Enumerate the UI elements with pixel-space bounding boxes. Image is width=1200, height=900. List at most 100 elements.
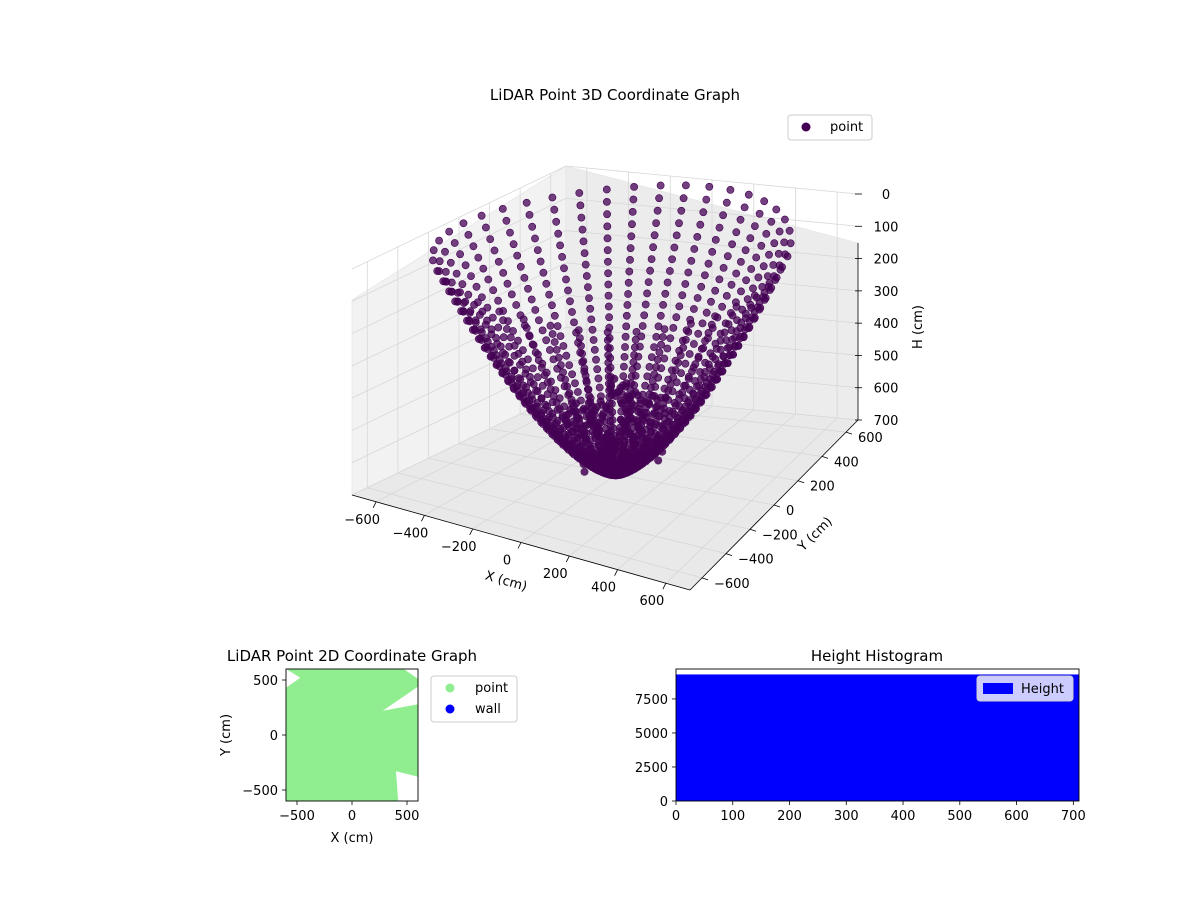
scatter-point-3d	[752, 253, 761, 262]
scatter-point-3d	[699, 208, 708, 217]
scatter-point-3d	[538, 326, 547, 335]
chart-3d-title: LiDAR Point 3D Coordinate Graph	[490, 86, 740, 104]
scatter-point-3d	[732, 302, 741, 311]
scatter-point-3d	[560, 430, 569, 439]
scatter-point-3d	[624, 395, 633, 404]
scatter-point-3d	[759, 262, 768, 271]
y-tick-3d	[701, 577, 709, 581]
scatter-point-3d	[664, 386, 673, 395]
scatter-point-3d	[621, 382, 630, 391]
scatter-point-3d	[603, 222, 612, 231]
scatter-point-3d	[461, 261, 470, 270]
scatter-point-3d	[652, 363, 660, 371]
scatter-point-3d	[529, 380, 538, 389]
scatter-point-3d	[630, 182, 638, 191]
scatter-point-3d	[666, 267, 674, 275]
y-tick-label-3d: −400	[738, 553, 774, 568]
scatter-point-3d	[546, 346, 554, 354]
ticks-3d: −600 −400 −200 0 200 400 600 −600 −400 −200 0 200 40…	[344, 188, 898, 609]
scatter-point-3d	[525, 210, 534, 219]
scatter-point-3d	[591, 464, 600, 473]
scatter-point-3d	[572, 399, 581, 408]
scatter-point-3d	[618, 418, 627, 427]
z-tick-label-3d: 0	[882, 188, 890, 203]
scatter-point-3d	[741, 246, 750, 255]
scatter-point-3d	[666, 380, 675, 388]
scatter-point-3d	[453, 297, 462, 306]
scatter-point-3d	[701, 271, 709, 280]
scatter-point-3d	[641, 300, 650, 309]
scatter-point-3d	[704, 259, 713, 268]
scatter-point-3d	[600, 461, 609, 469]
scatter-point-3d	[549, 392, 558, 400]
scatter-point-3d	[598, 413, 607, 422]
scatter-point-3d	[579, 460, 588, 469]
scatter-point-3d	[629, 358, 638, 367]
scatter-point-3d	[604, 280, 613, 289]
scatter-point-3d	[516, 262, 525, 271]
scatter-point-3d	[597, 433, 606, 442]
scatter-point-3d	[548, 413, 557, 422]
scatter-point-3d	[593, 365, 602, 374]
scatter-point-3d	[669, 323, 678, 332]
scatter-point-3d	[582, 421, 591, 430]
scatter-point-3d	[702, 308, 711, 317]
z-axis-label-3d: H (cm)	[911, 305, 926, 349]
y-tick-3d	[845, 431, 853, 435]
scatter-point-3d	[592, 355, 600, 364]
scatter-point-3d	[710, 367, 719, 376]
scatter-point-3d	[476, 325, 485, 334]
scatter-point-3d	[580, 467, 589, 476]
scatter-point-3d	[561, 375, 569, 384]
scatter-point-3d	[603, 197, 611, 206]
scatter-point-3d	[496, 342, 505, 351]
scatter-point-3d	[559, 368, 567, 377]
scatter-point-3d	[528, 340, 537, 349]
scatter-point-3d	[691, 360, 700, 369]
scatter-point-3d	[683, 409, 692, 418]
y-tick-3d	[797, 480, 805, 484]
grid-line-h	[351, 294, 859, 399]
scatter-point-3d	[658, 447, 667, 456]
scatter-point-3d	[666, 334, 675, 343]
scatter-point-3d	[622, 322, 631, 331]
scatter-point-3d	[728, 240, 736, 249]
scatter-point-3d	[535, 316, 543, 325]
scatter-point-3d	[560, 264, 568, 273]
scatter-point-3d	[674, 421, 683, 430]
scatter-point-3d	[487, 342, 495, 351]
scatter-point-3d	[649, 243, 657, 252]
scatter-point-3d	[542, 336, 551, 345]
scatter-point-3d	[653, 355, 662, 364]
scatter-point-3d	[690, 245, 699, 253]
scatter-point-3d	[477, 293, 486, 302]
scatter-point-3d	[489, 286, 498, 295]
scatter-point-3d	[693, 382, 701, 391]
scatter-point-3d	[740, 203, 749, 212]
legend-2d-marker-point	[445, 683, 455, 693]
scatter-point-3d	[785, 226, 794, 235]
scatter-point-3d	[604, 257, 612, 266]
scatter-point-3d	[628, 405, 637, 414]
scatter-point-3d	[615, 427, 624, 436]
scatter-point-3d	[643, 289, 651, 298]
scatter-point-3d	[479, 264, 488, 273]
scatter-point-3d	[655, 348, 664, 357]
scatter-point-3d	[604, 343, 612, 352]
z-tick-label-3d: 400	[874, 317, 899, 332]
x-tick-label-3d: 400	[591, 581, 616, 596]
scatter-point-3d	[593, 403, 602, 411]
scatter-point-3d	[714, 360, 723, 368]
scatter-point-3d	[704, 360, 713, 369]
scatter-point-3d	[715, 275, 724, 284]
scatter-point-3d	[694, 352, 703, 361]
scatter-point-3d	[509, 240, 518, 249]
scatter-point-3d	[732, 269, 741, 278]
y-tick-label-2d: 500	[253, 674, 278, 689]
y-tick-label-3d: 200	[810, 480, 835, 495]
scatter-point-3d	[580, 364, 589, 373]
scatter-point-3d	[737, 318, 746, 327]
scatter-point-3d	[692, 396, 701, 405]
scatter-2d-points	[286, 669, 418, 801]
scatter-point-3d	[707, 297, 715, 306]
